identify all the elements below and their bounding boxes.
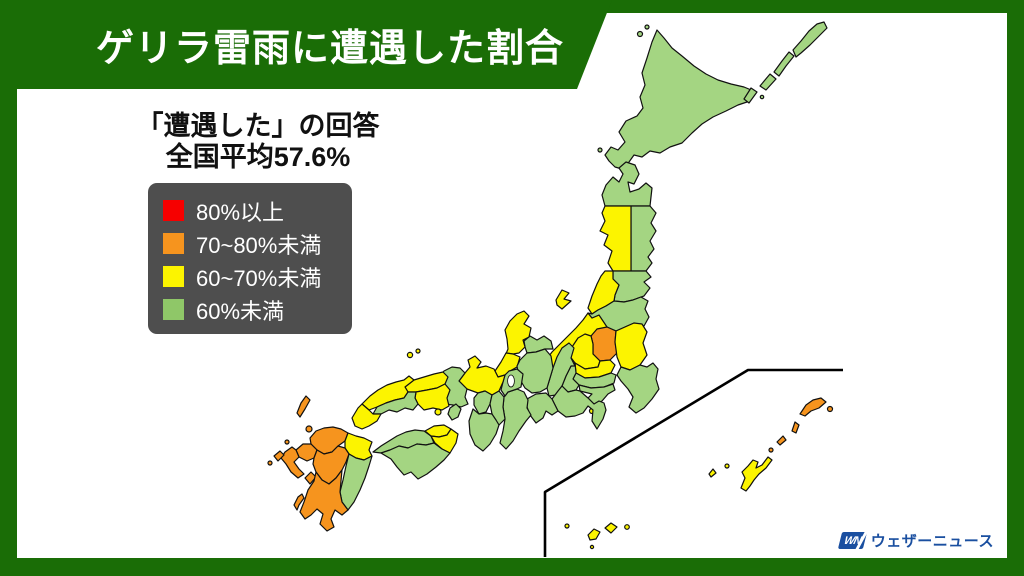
legend-label: 60%未満	[196, 298, 285, 324]
legend-header: 「遭遇した」の回答 全国平均57.6%	[136, 111, 380, 173]
weathernews-wordmark: ウェザーニュース	[870, 533, 994, 550]
title-banner: ゲリラ雷雨に遭遇した割合	[0, 0, 612, 89]
legend-label: 80%以上	[196, 199, 285, 225]
page-title: ゲリラ雷雨に遭遇した割合	[96, 28, 565, 70]
legend-row-60to70: 60~70%未満	[163, 260, 352, 293]
legend-row-70to80: 70~80%未満	[163, 227, 352, 260]
legend-label: 60~70%未満	[196, 265, 322, 291]
wn-logo-icon: WN	[837, 531, 867, 551]
legend-header-line2: 全国平均57.6%	[165, 142, 351, 172]
legend-header-line1: 「遭遇した」の回答	[136, 111, 380, 141]
legend-swatch-yellow	[163, 266, 184, 287]
legend-row-over80: 80%以上	[163, 194, 352, 227]
legend-row-under60: 60%未満	[163, 293, 352, 326]
legend-panel: 80%以上 70~80%未満 60~70%未満 60%未満	[148, 183, 352, 334]
weathernews-logo: WN ウェザーニュース	[837, 530, 994, 551]
legend-swatch-green	[163, 299, 184, 320]
legend-label: 70~80%未満	[196, 232, 322, 258]
legend-swatch-orange	[163, 233, 184, 254]
legend-swatch-red	[163, 200, 184, 221]
